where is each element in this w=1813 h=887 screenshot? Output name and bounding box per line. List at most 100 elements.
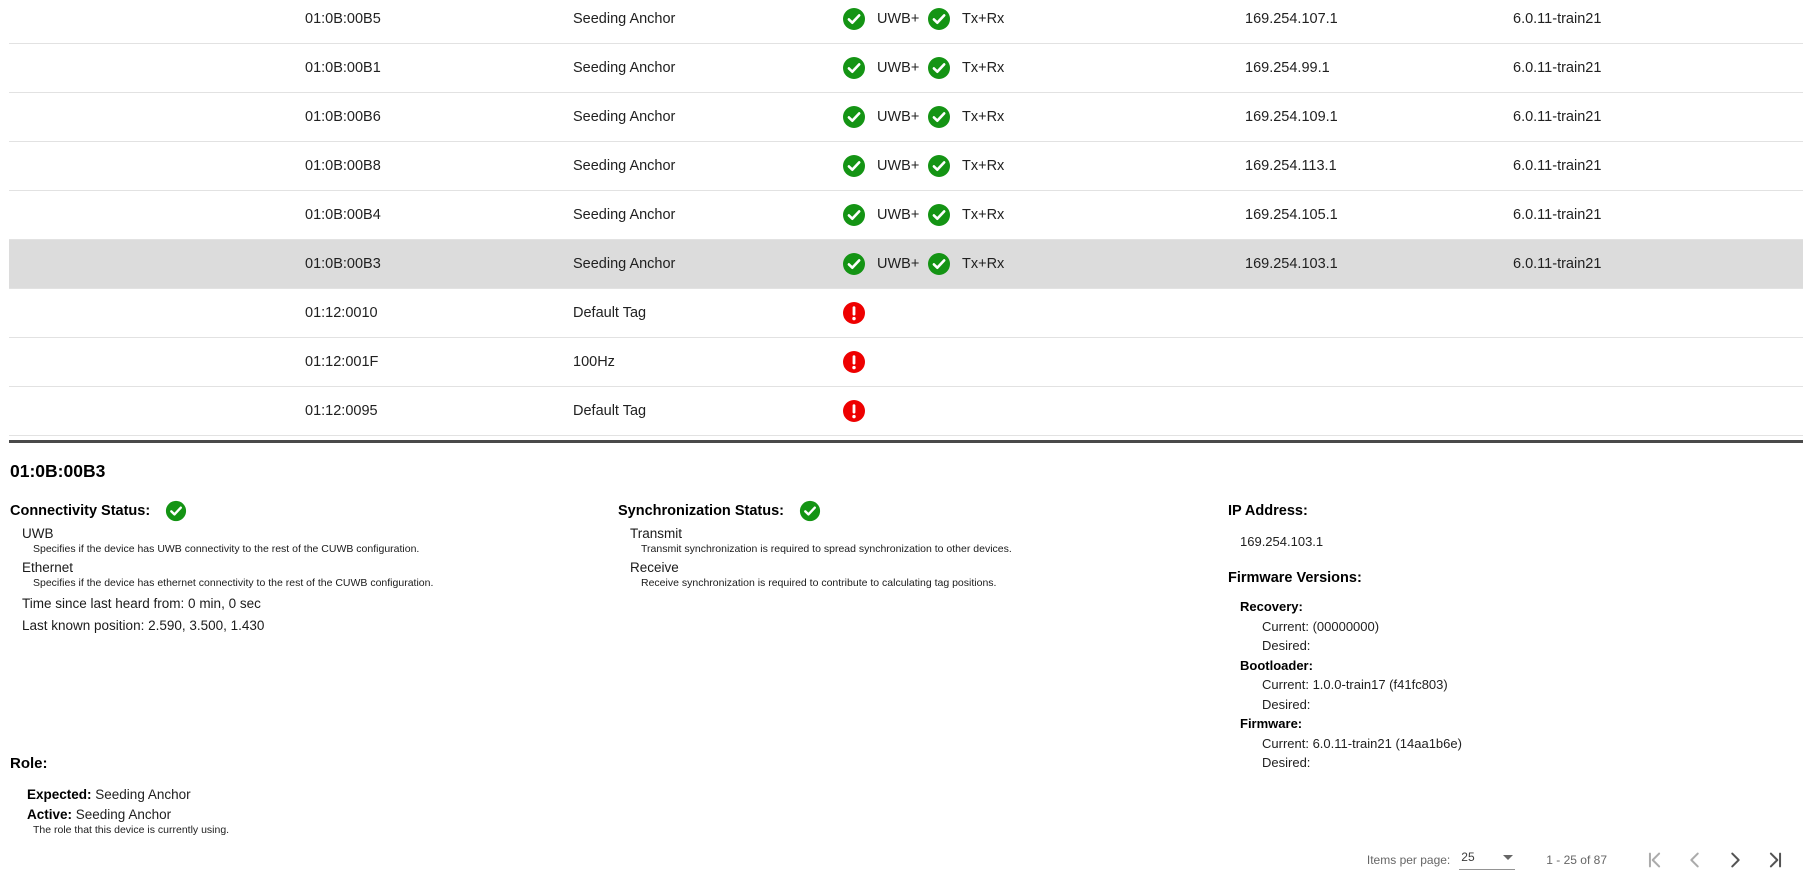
connectivity-cell: [830, 399, 920, 423]
connectivity-label: UWB+Eth: [877, 207, 920, 223]
page-range-label: 1 - 25 of 87: [1546, 853, 1607, 867]
synchronization-heading: Synchronization Status:: [618, 503, 784, 519]
connectivity-label: UWB+Eth: [877, 60, 920, 76]
items-per-page-label: Items per page:: [1366, 853, 1451, 867]
check-circle-icon: [928, 204, 950, 226]
check-circle-icon: [928, 106, 950, 128]
role-expected: Expected: Seeding Anchor: [27, 787, 229, 803]
firmware-label: Firmware:: [1240, 716, 1303, 731]
sync-label: Tx+Rx: [962, 256, 1005, 272]
firmware-cell: 6.0.11-train21: [1513, 60, 1602, 76]
table-row[interactable]: 01:0B:00B1 Seeding Anchor UWB+Eth: [9, 44, 1803, 93]
previous-page-button[interactable]: [1675, 840, 1715, 880]
device-id-cell: 01:0B:00B8: [305, 158, 381, 174]
check-circle-icon: [843, 155, 865, 177]
check-circle-icon: [843, 8, 865, 30]
connectivity-cell: [830, 301, 920, 325]
role-expected-label: Expected:: [27, 787, 92, 802]
sync-cell: Tx+Rx: [920, 105, 1245, 129]
first-page-icon: [1648, 852, 1661, 868]
sync-label: Tx+Rx: [962, 158, 1005, 174]
check-circle-icon: [928, 8, 950, 30]
bootloader-current: Current: 1.0.0-train17 (f41fc803): [1262, 677, 1448, 692]
role-active: Active: Seeding Anchor: [27, 807, 229, 823]
firmware-cell: 6.0.11-train21: [1513, 158, 1602, 174]
ip-cell: 169.254.103.1: [1245, 256, 1338, 272]
table-row[interactable]: 01:0B:00B8 Seeding Anchor UWB+Eth: [9, 142, 1803, 191]
ip-cell: 169.254.107.1: [1245, 11, 1338, 27]
device-id-cell: 01:0B:00B6: [305, 109, 381, 125]
recovery-current: Current: (00000000): [1262, 618, 1380, 634]
paginator: Items per page: 25 1 - 25 of 87: [1367, 840, 1795, 880]
role-section: Role: Expected: Seeding Anchor Active: S…: [10, 755, 229, 837]
check-circle-icon: [928, 57, 950, 79]
time-since-last-heard: Time since last heard from: 0 min, 0 sec: [22, 596, 261, 611]
table-row[interactable]: 01:0B:00B5 Seeding Anchor UWB+Eth: [9, 0, 1803, 44]
sync-label: Tx+Rx: [962, 109, 1005, 125]
last-known-position: Last known position: 2.590, 3.500, 1.430: [22, 618, 265, 633]
table-row[interactable]: 01:12:0095 Default Tag: [9, 387, 1803, 436]
device-id-cell: 01:12:0010: [305, 305, 378, 321]
ip-address-heading: IP Address:: [1228, 503, 1308, 519]
connectivity-cell: [830, 350, 920, 374]
table-row[interactable]: 01:12:0010 Default Tag: [9, 289, 1803, 338]
role-cell: Seeding Anchor: [573, 256, 676, 272]
check-circle-icon: [928, 253, 950, 275]
error-icon: [843, 400, 865, 422]
device-id-cell: 01:0B:00B3: [305, 256, 381, 272]
connectivity-cell: UWB+Eth: [830, 7, 920, 31]
items-per-page-value: 25: [1461, 850, 1475, 864]
receive-label: Receive: [630, 560, 679, 575]
check-circle-icon: [799, 500, 821, 522]
role-cell: Seeding Anchor: [573, 11, 676, 27]
device-table: 01:0B:00B5 Seeding Anchor UWB+Eth: [9, 0, 1803, 437]
sync-label: Tx+Rx: [962, 207, 1005, 223]
role-cell: Default Tag: [573, 305, 647, 321]
items-per-page-select[interactable]: 25: [1459, 850, 1516, 870]
table-bottom-divider: [9, 440, 1803, 443]
table-row[interactable]: 01:0B:00B4 Seeding Anchor UWB+Eth: [9, 191, 1803, 240]
device-id-cell: 01:12:001F: [305, 354, 379, 370]
uwb-label: UWB: [22, 526, 54, 541]
connectivity-label: UWB+Eth: [877, 11, 920, 27]
role-cell: 100Hz: [573, 354, 615, 370]
next-page-button[interactable]: [1715, 840, 1755, 880]
role-cell: Seeding Anchor: [573, 158, 676, 174]
error-icon: [843, 351, 865, 373]
detail-device-title: 01:0B:00B3: [10, 461, 106, 481]
connectivity-label: UWB+Eth: [877, 158, 920, 174]
sync-cell: Tx+Rx: [920, 203, 1245, 227]
connectivity-label: UWB+Eth: [877, 256, 920, 272]
table-row[interactable]: 01:0B:00B6 Seeding Anchor UWB+Eth: [9, 93, 1803, 142]
ip-cell: 169.254.109.1: [1245, 109, 1338, 125]
bootloader-desired: Desired:: [1262, 696, 1311, 712]
role-cell: Default Tag: [573, 403, 647, 419]
recovery-label: Recovery:: [1240, 599, 1303, 614]
device-id-cell: 01:0B:00B4: [305, 207, 381, 223]
connectivity-section: Connectivity Status: UWB Specifies if th…: [10, 500, 570, 634]
check-circle-icon: [843, 106, 865, 128]
table-row[interactable]: 01:0B:00B3 Seeding Anchor UWB+Eth: [9, 240, 1803, 289]
ip-cell: 169.254.113.1: [1245, 158, 1337, 174]
table-row[interactable]: 01:12:001F 100Hz: [9, 338, 1803, 387]
ip-cell: 169.254.99.1: [1245, 60, 1330, 76]
chevron-right-icon: [1731, 852, 1740, 868]
synchronization-section: Synchronization Status: Transmit Transmi…: [618, 500, 1098, 590]
role-cell: Seeding Anchor: [573, 109, 676, 125]
connectivity-label: UWB+Eth: [877, 109, 920, 125]
last-page-button[interactable]: [1755, 840, 1795, 880]
receive-description: Receive synchronization is required to c…: [641, 577, 997, 589]
check-circle-icon: [928, 155, 950, 177]
firmware-current: Current: 6.0.11-train21 (14aa1b6e): [1262, 735, 1462, 751]
connectivity-cell: UWB+Eth: [830, 154, 920, 178]
chevron-down-icon: [1503, 854, 1514, 860]
firmware-cell: 6.0.11-train21: [1513, 109, 1602, 125]
error-icon: [843, 302, 865, 324]
ip-cell: 169.254.105.1: [1245, 207, 1338, 223]
sync-cell: Tx+Rx: [920, 154, 1245, 178]
recovery-desired: Desired:: [1262, 638, 1311, 653]
first-page-button[interactable]: [1635, 840, 1675, 880]
bootloader-label: Bootloader:: [1240, 657, 1313, 673]
uwb-description: Specifies if the device has UWB connecti…: [33, 543, 420, 555]
connectivity-cell: UWB+Eth: [830, 105, 920, 129]
